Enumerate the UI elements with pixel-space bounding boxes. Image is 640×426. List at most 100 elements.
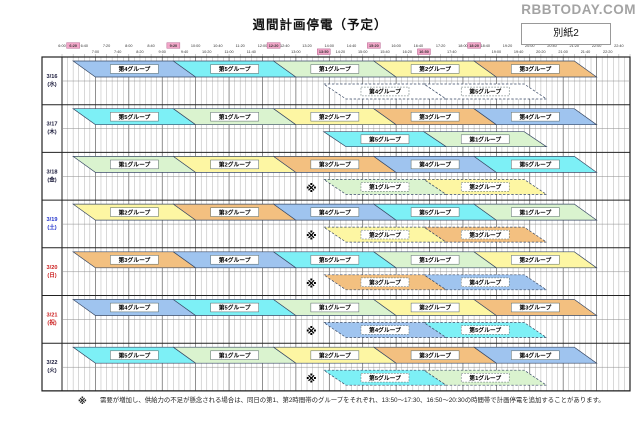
bar-label-box (110, 255, 159, 265)
bar-label-box (511, 207, 560, 217)
bar-label-box (410, 350, 460, 360)
time-tick-label: 19:40 (514, 50, 524, 54)
bar-label: 第4グループ (519, 351, 551, 359)
day-row: 3/22(火)第5グループ 第1グループ 第2グループ 第3グループ 第4グループ第5グ… (42, 346, 630, 392)
time-tick-label: 18:40 (480, 44, 490, 48)
weekday-label: (日) (47, 272, 56, 279)
time-tick-label: 19:20 (503, 44, 513, 48)
bar-label: 第3グループ (118, 256, 150, 264)
asterisk-mark: ※ (306, 374, 317, 386)
bar-label-box (210, 207, 259, 217)
bar-label-box (460, 373, 510, 383)
bar-label-box (110, 302, 159, 313)
bar-label-box (310, 159, 360, 170)
bar-label-box (410, 302, 460, 313)
bar-label: 第1グループ (118, 161, 150, 169)
time-tick-label: 6:20 (69, 44, 77, 48)
time-tick-label: 15:40 (380, 50, 390, 54)
bar-label: 第2グループ (519, 256, 551, 264)
bar-label: 第2グループ (419, 304, 451, 312)
time-tick-label: 8:40 (147, 44, 154, 48)
bar-label-box (110, 112, 159, 122)
bar-label-box (110, 64, 159, 74)
bar-label-box (310, 112, 360, 122)
time-tick-label: 19:00 (492, 50, 502, 54)
asterisk-mark: ※ (306, 326, 317, 338)
time-tick-label: 16:00 (391, 44, 401, 48)
time-tick-label: 13:00 (291, 50, 301, 54)
bar-label: 第4グループ (369, 88, 401, 96)
bar-label-box (360, 134, 410, 144)
bar-label: 第5グループ (369, 135, 401, 143)
bar-label: 第3グループ (519, 304, 551, 312)
bar-label: 第5グループ (118, 351, 150, 359)
bar-label: 第5グループ (219, 65, 251, 73)
time-tick-label: 21:40 (581, 50, 591, 54)
bar-label-box (410, 159, 460, 170)
bar-label-box (210, 350, 259, 360)
time-tick-label: 21:20 (570, 44, 580, 48)
bar-label-box (210, 64, 259, 74)
asterisk-mark: ※ (306, 278, 317, 290)
bar-label: 第1グループ (419, 256, 451, 264)
bar-label-box (360, 182, 410, 192)
bar-label: 第4グループ (319, 208, 351, 216)
bar-label-box (310, 64, 360, 74)
bar-label: 第2グループ (419, 65, 451, 73)
time-tick-label: 12:40 (280, 44, 290, 48)
time-tick-label: 11:20 (236, 44, 245, 48)
bar-label: 第4グループ (118, 65, 150, 73)
highlighted-time-tick (66, 42, 80, 49)
asterisk-mark: ※ (306, 183, 317, 195)
time-tick-label: 21:00 (558, 50, 568, 54)
time-tick-label: 10:20 (202, 50, 212, 54)
bar-label-box (410, 112, 460, 122)
time-tick-label: 18:00 (458, 44, 468, 48)
weekday-label: (火) (47, 367, 56, 374)
time-tick-label: 8:00 (125, 44, 132, 48)
bar-label-box (460, 134, 510, 144)
weekday-label: (水) (47, 80, 56, 88)
date-label: 3/16 (47, 74, 58, 80)
bar-label: 第2グループ (118, 208, 150, 216)
day-row: 3/20(日)第3グループ 第4グループ 第5グループ 第1グループ 第2グループ第3グ… (42, 251, 630, 296)
time-tick-label: 20:20 (536, 50, 546, 54)
bar-label-box (511, 112, 560, 122)
bar-label: 第3グループ (519, 65, 551, 73)
bar-label-box (110, 350, 159, 360)
bar-label-box (210, 159, 259, 170)
bar-label: 第5グループ (369, 374, 401, 382)
day-row: 3/19(土)第2グループ 第3グループ 第4グループ 第5グループ 第1グループ第2グ… (42, 203, 630, 249)
date-label: 3/21 (47, 313, 58, 319)
bar-label: 第3グループ (469, 231, 501, 239)
bar-label: 第2グループ (219, 161, 251, 169)
bar-label: 第5グループ (118, 113, 150, 121)
time-tick-label: 7:00 (92, 50, 99, 54)
time-tick-label: 17:20 (436, 44, 446, 48)
bar-label-box (360, 86, 410, 97)
bar-label-box (410, 64, 460, 74)
bar-label: 第4グループ (469, 279, 501, 287)
time-tick-label: 8:20 (136, 50, 143, 54)
bar-label-box (210, 302, 259, 313)
bar-label-box (511, 350, 560, 360)
bar-label: 第5グループ (219, 304, 251, 312)
time-tick-label: 14:40 (347, 44, 357, 48)
highlighted-time-tick (266, 42, 281, 49)
bar-label-box (310, 207, 360, 217)
time-tick-label: 15:00 (358, 50, 368, 54)
date-label: 3/20 (47, 265, 58, 271)
time-tick-label: 7:20 (103, 44, 110, 48)
bar-label: 第5グループ (469, 88, 501, 96)
date-label: 3/19 (47, 217, 58, 223)
attachment-label-box: 別紙2 (521, 23, 611, 45)
time-tick-label: 6:00 (58, 44, 65, 48)
bar-label-box (110, 159, 159, 170)
weekday-label: (土) (47, 223, 56, 231)
bar-label: 第4グループ (369, 326, 401, 334)
bar-label-box (110, 207, 159, 217)
bar-label-box (310, 302, 360, 313)
bar-label: 第5グループ (469, 326, 501, 334)
